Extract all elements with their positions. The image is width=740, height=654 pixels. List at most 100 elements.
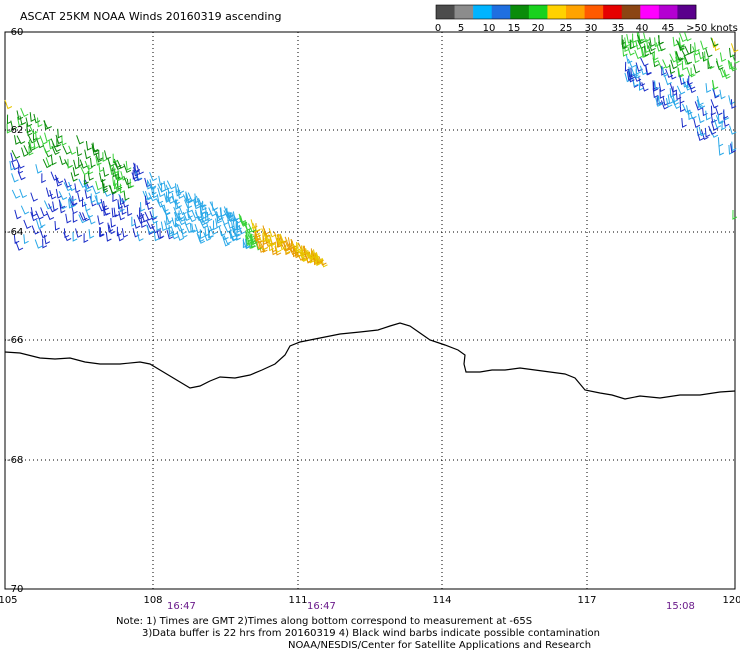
legend-label: 20 bbox=[532, 23, 545, 34]
wind-barb bbox=[28, 139, 36, 150]
wind-barb bbox=[30, 192, 38, 202]
wind-barb bbox=[195, 211, 204, 222]
time-label-1: 16:47 bbox=[167, 601, 196, 612]
wind-barb bbox=[186, 208, 193, 219]
legend-swatch bbox=[603, 5, 623, 19]
wind-barb bbox=[76, 135, 84, 145]
wind-barb bbox=[136, 165, 144, 175]
legend-swatch bbox=[640, 5, 660, 19]
wind-barb bbox=[245, 231, 253, 242]
wind-barb bbox=[102, 187, 112, 197]
wind-barb bbox=[78, 157, 84, 167]
wind-barb bbox=[704, 127, 711, 138]
wind-barb bbox=[65, 213, 72, 224]
legend-swatch bbox=[621, 5, 641, 19]
wind-barb bbox=[18, 164, 24, 175]
legend-label: 45 bbox=[662, 23, 675, 34]
wind-barb bbox=[23, 219, 32, 229]
wind-barb bbox=[728, 60, 737, 71]
map-frame bbox=[4, 31, 736, 590]
wind-barb bbox=[637, 39, 646, 49]
wind-barb bbox=[112, 164, 120, 174]
legend-swatch bbox=[658, 5, 678, 19]
note-line-3: NOAA/NESDIS/Center for Satellite Applica… bbox=[288, 640, 591, 650]
note-line-2: 3)Data buffer is 22 hrs from 20160319 4)… bbox=[142, 628, 600, 639]
wind-barb bbox=[681, 118, 687, 128]
wind-barb bbox=[6, 114, 12, 125]
wind-barb bbox=[63, 182, 73, 192]
wind-barb bbox=[707, 59, 713, 70]
wind-barb bbox=[50, 155, 57, 166]
wind-barb bbox=[165, 215, 172, 226]
wind-barb bbox=[38, 217, 46, 228]
wind-barb bbox=[655, 42, 664, 52]
wind-barb bbox=[674, 50, 682, 61]
wind-barb bbox=[42, 143, 51, 154]
wind-barb bbox=[75, 228, 83, 238]
legend-label: 5 bbox=[458, 23, 464, 34]
wind-barb bbox=[208, 228, 213, 239]
wind-barb bbox=[698, 126, 706, 137]
wind-barb bbox=[684, 32, 692, 42]
wind-barb bbox=[676, 85, 686, 95]
wind-barb bbox=[59, 200, 68, 210]
wind-barb bbox=[91, 143, 100, 153]
wind-barb bbox=[198, 234, 206, 244]
wind-barb bbox=[700, 40, 708, 51]
wind-barb bbox=[675, 52, 685, 62]
wind-barb bbox=[160, 221, 168, 232]
wind-barb bbox=[11, 149, 21, 159]
wind-barb bbox=[200, 205, 206, 216]
wind-barb bbox=[719, 52, 727, 63]
wind-barb bbox=[103, 183, 109, 194]
wind-barb bbox=[686, 67, 695, 77]
wind-barb bbox=[17, 171, 26, 181]
wind-barb bbox=[144, 211, 153, 221]
wind-barb bbox=[705, 83, 712, 93]
wind-barb bbox=[176, 231, 185, 241]
legend-swatch bbox=[454, 5, 474, 19]
wind-barb bbox=[25, 117, 33, 128]
wind-barb bbox=[11, 160, 19, 171]
wind-barb bbox=[136, 231, 144, 242]
wind-barb bbox=[123, 191, 130, 201]
wind-barb bbox=[52, 201, 59, 212]
wind-speed-legend: 0 5 10 15 20 25 30 35 40 45 >50 knots bbox=[435, 4, 738, 34]
wind-barb bbox=[142, 190, 151, 201]
wind-barb bbox=[27, 134, 37, 144]
wind-barb bbox=[84, 174, 89, 185]
wind-barb bbox=[229, 231, 238, 241]
wind-barb bbox=[696, 99, 706, 109]
wind-barb bbox=[182, 211, 191, 221]
wind-barb bbox=[95, 156, 102, 166]
wind-barb bbox=[121, 205, 127, 215]
legend-swatch bbox=[473, 5, 493, 19]
wind-barb bbox=[146, 220, 155, 230]
wind-barb bbox=[655, 97, 663, 107]
wind-barb bbox=[72, 231, 78, 242]
wind-barb bbox=[190, 223, 196, 233]
wind-barb bbox=[660, 100, 669, 110]
wind-barb bbox=[708, 125, 717, 135]
wind-barb bbox=[712, 80, 718, 91]
wind-barb bbox=[262, 225, 270, 236]
wind-barb bbox=[165, 194, 175, 204]
lat-tick-label: -70 bbox=[7, 584, 23, 595]
wind-barb bbox=[646, 39, 652, 49]
wind-barb bbox=[274, 243, 282, 253]
wind-barb bbox=[175, 198, 182, 209]
wind-barb bbox=[679, 75, 686, 85]
wind-barb bbox=[67, 158, 73, 169]
wind-barb bbox=[125, 160, 132, 171]
wind-barb bbox=[102, 152, 108, 162]
wind-barb bbox=[630, 39, 635, 50]
wind-barb bbox=[35, 164, 43, 174]
wind-barb bbox=[284, 236, 293, 246]
wind-barb bbox=[301, 245, 308, 255]
wind-barb bbox=[220, 231, 229, 241]
wind-barb bbox=[185, 191, 191, 202]
wind-barb bbox=[681, 60, 688, 71]
wind-barb bbox=[112, 176, 118, 187]
wind-barb bbox=[693, 64, 701, 74]
wind-barb bbox=[648, 41, 656, 52]
